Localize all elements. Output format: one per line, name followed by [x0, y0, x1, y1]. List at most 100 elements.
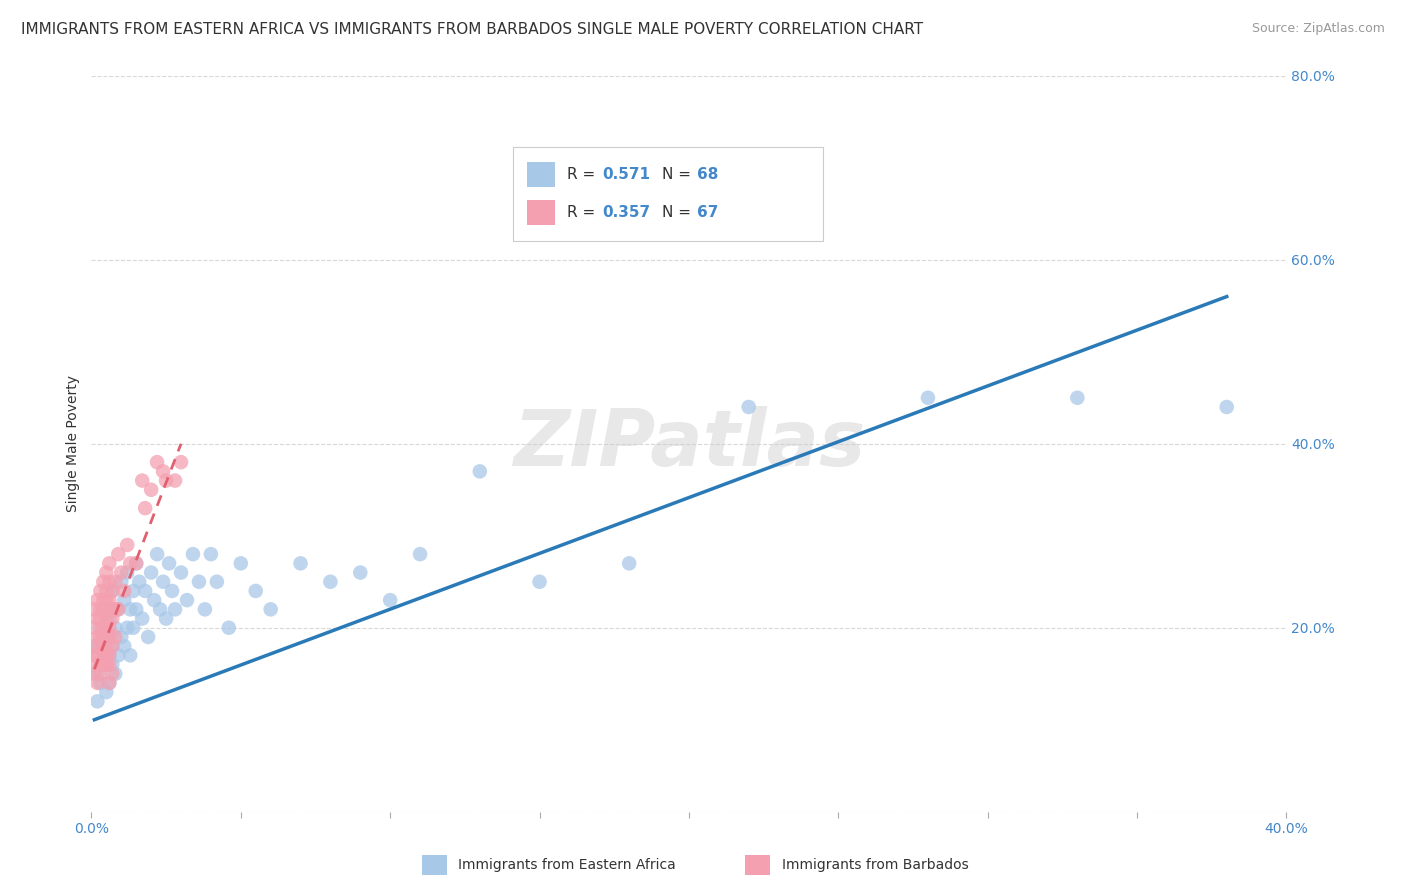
Point — [1216, 400, 1239, 414]
Text: ZIPatlas: ZIPatlas — [513, 406, 865, 482]
Point — [83, 621, 105, 635]
Point — [93, 602, 115, 616]
Point — [86, 593, 108, 607]
Point — [98, 676, 121, 690]
Point — [112, 584, 135, 599]
Point — [89, 639, 111, 653]
Point — [98, 574, 121, 589]
Point — [200, 547, 222, 561]
Point — [229, 557, 252, 571]
Point — [101, 639, 124, 653]
Point — [112, 639, 135, 653]
Point — [98, 648, 121, 663]
Point — [319, 574, 342, 589]
Point — [245, 584, 267, 599]
Point — [83, 648, 105, 663]
Point — [120, 648, 142, 663]
Point — [104, 630, 127, 644]
Point — [110, 630, 132, 644]
Point — [101, 666, 124, 681]
Text: R =: R = — [567, 168, 600, 182]
Point — [98, 621, 121, 635]
Point — [96, 566, 118, 580]
Point — [134, 501, 156, 516]
Point — [194, 602, 217, 616]
Point — [409, 547, 432, 561]
Point — [93, 602, 115, 616]
Text: IMMIGRANTS FROM EASTERN AFRICA VS IMMIGRANTS FROM BARBADOS SINGLE MALE POVERTY C: IMMIGRANTS FROM EASTERN AFRICA VS IMMIGR… — [21, 22, 924, 37]
Point — [205, 574, 228, 589]
Point — [96, 621, 118, 635]
Point — [83, 602, 105, 616]
Point — [122, 584, 145, 599]
Point — [125, 602, 148, 616]
Point — [170, 455, 193, 469]
Point — [96, 657, 118, 672]
Point — [96, 602, 118, 616]
Point — [107, 602, 129, 616]
Point — [136, 630, 159, 644]
Point — [160, 584, 183, 599]
Point — [93, 630, 115, 644]
Point — [218, 621, 240, 635]
Point — [112, 593, 135, 607]
Point — [98, 657, 121, 672]
Point — [176, 593, 198, 607]
Point — [98, 648, 121, 663]
Text: 68: 68 — [697, 168, 718, 182]
Point — [146, 455, 169, 469]
Text: Immigrants from Eastern Africa: Immigrants from Eastern Africa — [458, 858, 676, 872]
Point — [86, 676, 108, 690]
Point — [89, 676, 111, 690]
Point — [86, 666, 108, 681]
Point — [141, 483, 163, 497]
Point — [86, 630, 108, 644]
Point — [89, 621, 111, 635]
Point — [96, 611, 118, 625]
Point — [107, 547, 129, 561]
Point — [98, 630, 121, 644]
Point — [86, 657, 108, 672]
Point — [529, 574, 551, 589]
Text: 67: 67 — [697, 205, 718, 219]
Point — [98, 611, 121, 625]
Point — [125, 557, 148, 571]
Point — [89, 602, 111, 616]
Point — [101, 639, 124, 653]
Point — [146, 547, 169, 561]
Point — [104, 602, 127, 616]
Point — [115, 566, 138, 580]
Text: Immigrants from Barbados: Immigrants from Barbados — [782, 858, 969, 872]
Point — [152, 574, 174, 589]
Point — [104, 574, 127, 589]
Point — [290, 557, 312, 571]
Point — [89, 666, 111, 681]
Point — [131, 611, 153, 625]
Point — [96, 639, 118, 653]
Point — [468, 464, 491, 478]
Point — [188, 574, 211, 589]
Text: N =: N = — [662, 168, 696, 182]
Point — [181, 547, 204, 561]
Point — [86, 639, 108, 653]
Point — [104, 666, 127, 681]
Point — [115, 538, 138, 552]
Point — [163, 474, 186, 488]
Y-axis label: Single Male Poverty: Single Male Poverty — [66, 376, 80, 512]
Point — [93, 574, 115, 589]
Point — [98, 602, 121, 616]
Point — [101, 602, 124, 616]
Point — [110, 566, 132, 580]
Point — [101, 584, 124, 599]
Point — [96, 584, 118, 599]
Point — [96, 648, 118, 663]
Point — [107, 602, 129, 616]
Point — [96, 657, 118, 672]
Point — [107, 648, 129, 663]
Point — [149, 602, 172, 616]
Text: 0.571: 0.571 — [602, 168, 650, 182]
Point — [120, 602, 142, 616]
Point — [83, 666, 105, 681]
Text: 0.357: 0.357 — [602, 205, 650, 219]
Point — [120, 557, 142, 571]
